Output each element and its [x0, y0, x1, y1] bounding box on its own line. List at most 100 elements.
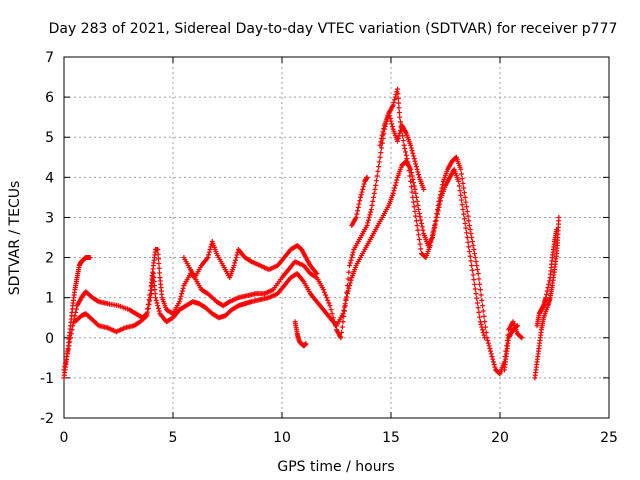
data-point [403, 149, 409, 155]
data-point [464, 208, 470, 214]
data-point [416, 232, 422, 238]
data-point [465, 213, 471, 219]
data-point [358, 192, 364, 198]
data-point [207, 247, 213, 253]
data-point [458, 166, 464, 172]
x-tick-label: 25 [600, 430, 618, 446]
data-point [475, 271, 481, 277]
data-point [411, 183, 417, 189]
data-point [470, 272, 476, 278]
data-point [477, 287, 483, 293]
data-point [379, 145, 385, 151]
y-axis-label: SDTVAR / TECUs [7, 181, 23, 296]
data-point [480, 327, 486, 333]
data-point [348, 257, 354, 263]
data-point [402, 146, 408, 152]
data-point [349, 252, 355, 258]
data-point [360, 186, 366, 192]
data-point [155, 251, 161, 257]
data-point [344, 291, 350, 297]
data-point [480, 329, 486, 335]
data-point [420, 227, 426, 233]
data-point [73, 309, 79, 315]
data-point [370, 198, 376, 204]
plot-frame [63, 56, 610, 419]
data-point [180, 285, 186, 291]
data-point [178, 293, 184, 299]
data-point [409, 173, 415, 179]
data-point [469, 235, 475, 240]
data-point [456, 178, 462, 184]
data-point [344, 294, 350, 300]
data-point [361, 181, 367, 187]
x-tick-label: 20 [491, 430, 509, 446]
data-point [327, 303, 333, 309]
data-point [478, 321, 484, 327]
data-point [457, 188, 463, 194]
data-point [397, 119, 403, 125]
data-point [412, 158, 418, 164]
data-point [392, 94, 398, 100]
data-point [474, 295, 480, 301]
data-point [461, 216, 467, 222]
chart-title: Day 283 of 2021, Sidereal Day-to-day VTE… [49, 21, 618, 37]
data-point [490, 356, 496, 362]
data-point [480, 303, 486, 309]
series-trace-c [72, 158, 488, 341]
data-point [474, 263, 480, 269]
y-tick-label: -1 [40, 371, 54, 387]
data-point [345, 276, 351, 282]
data-point [545, 285, 551, 291]
data-point [73, 306, 79, 312]
data-point [357, 194, 363, 200]
data-point [368, 209, 374, 215]
data-point [397, 128, 403, 134]
data-point [378, 139, 384, 145]
data-point [387, 116, 393, 122]
data-point [514, 323, 520, 329]
data-point [467, 226, 473, 232]
data-point [376, 159, 382, 165]
data-point [473, 259, 479, 265]
data-point [372, 186, 378, 192]
data-point [376, 164, 382, 170]
data-point [359, 189, 365, 195]
data-point [518, 334, 524, 340]
data-point [462, 194, 468, 200]
data-point [460, 180, 466, 186]
x-tick-label: 5 [169, 430, 178, 446]
data-point [472, 286, 478, 292]
y-tick-label: 6 [45, 90, 54, 106]
data-point [345, 288, 351, 294]
data-point [157, 270, 163, 276]
data-point [147, 294, 153, 300]
data-point [342, 301, 348, 307]
data-point [350, 249, 356, 255]
series-trace-b [61, 86, 525, 377]
data-point [478, 292, 484, 298]
data-point [155, 256, 161, 262]
data-point [206, 249, 212, 255]
data-point [347, 263, 353, 269]
data-point [62, 364, 68, 370]
data-point [365, 220, 371, 226]
data-point [391, 99, 397, 105]
data-point [554, 226, 560, 232]
data-point [411, 156, 417, 162]
data-point [388, 118, 394, 124]
data-point [155, 303, 161, 309]
y-tick-label: 1 [45, 291, 54, 307]
data-point [364, 222, 370, 228]
data-point [488, 348, 494, 354]
data-point [340, 319, 346, 325]
data-point [556, 214, 562, 220]
data-series [61, 86, 562, 381]
data-point [156, 261, 162, 267]
data-point [155, 247, 161, 253]
data-point [341, 307, 347, 313]
data-point [476, 309, 482, 315]
data-point [414, 198, 420, 204]
data-point [326, 300, 332, 306]
data-point [395, 138, 401, 144]
data-point [461, 185, 467, 191]
